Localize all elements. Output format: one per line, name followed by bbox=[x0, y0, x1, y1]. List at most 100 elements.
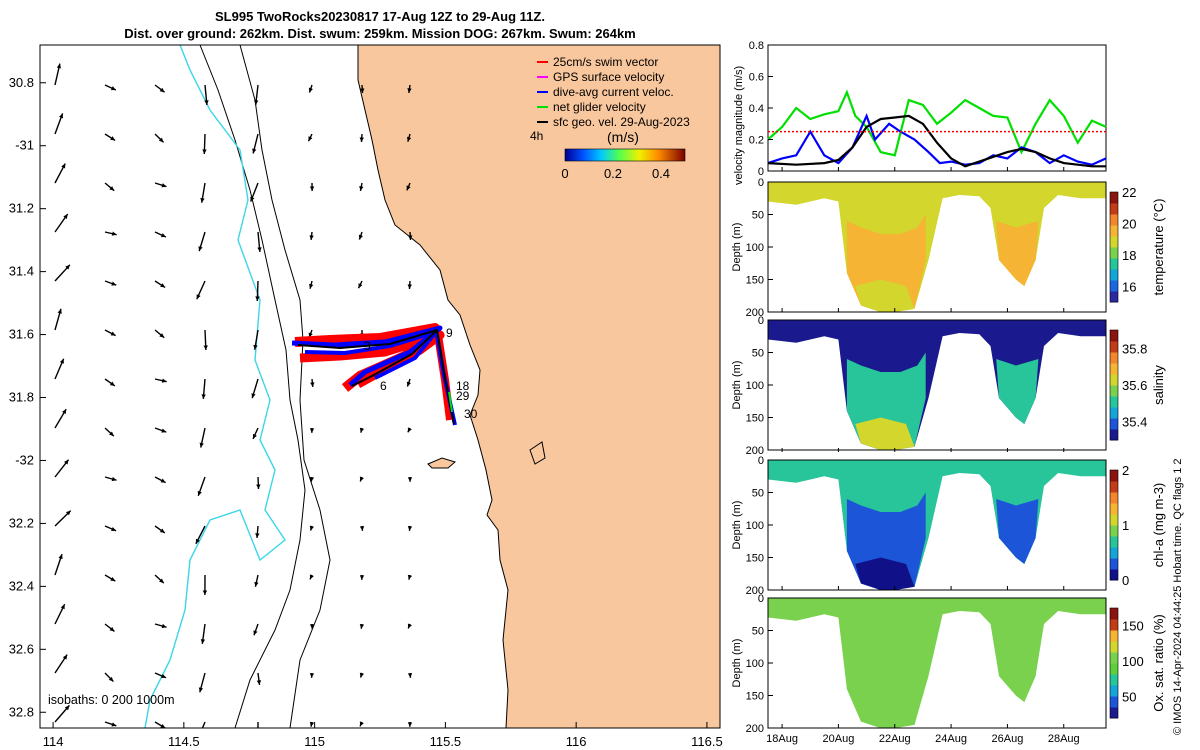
isobath-0 bbox=[239, 45, 331, 728]
depth-tick-label: 150 bbox=[746, 413, 764, 425]
legend-label: 25cm/s swim vector bbox=[553, 55, 658, 69]
track-blue-upper bbox=[291, 325, 443, 387]
velocity-arrowhead bbox=[254, 581, 259, 587]
velocity-arrowhead bbox=[200, 197, 205, 203]
depth-tick-label: 150 bbox=[746, 275, 764, 287]
colorbar-tick-label: 35.4 bbox=[1122, 415, 1147, 430]
velocity-arrowhead bbox=[255, 296, 260, 301]
colorbar-segment bbox=[1110, 374, 1118, 386]
velocity-y-tick-label: 0.8 bbox=[749, 40, 764, 52]
depth-tick-label: 200 bbox=[746, 723, 764, 735]
velocity-arrowhead bbox=[407, 88, 412, 93]
velocity-arrowhead bbox=[407, 574, 413, 580]
time-tick-label: 26Aug bbox=[992, 733, 1024, 745]
velocity-arrowhead bbox=[109, 381, 115, 386]
velocity-ylabel: velocity magnitude (m/s) bbox=[733, 66, 745, 185]
section-panel: 0 50 100 150 200 Depth (m) 16 18 20 22 temperature… bbox=[731, 177, 1166, 319]
section-deep-layer bbox=[996, 499, 1039, 564]
velocity-arrowhead bbox=[65, 510, 71, 516]
velocity-arrowhead bbox=[59, 358, 64, 364]
colorbar-tick-label: 0 bbox=[1122, 573, 1129, 588]
map-x-tick-label: 114.5 bbox=[168, 734, 200, 749]
velocity-arrowhead bbox=[64, 705, 70, 711]
velocity-arrowhead bbox=[60, 604, 65, 610]
velocity-arrowhead bbox=[257, 247, 262, 252]
colorbar-segment bbox=[1110, 418, 1118, 430]
map-y-tick-label: 31.6 bbox=[9, 327, 34, 342]
section-panel: 0 50 100 150 200 Depth (m) 50 100 150 Ox. sat. ra… bbox=[731, 593, 1166, 735]
velocity-arrowhead bbox=[309, 283, 314, 289]
velocity-arrowhead bbox=[161, 428, 167, 433]
velocity-arrowhead bbox=[252, 148, 257, 154]
velocity-arrowhead bbox=[407, 477, 413, 482]
section-deep-layer bbox=[996, 359, 1039, 424]
colorbar-segment bbox=[1110, 663, 1118, 675]
velocity-arrowhead bbox=[251, 393, 256, 399]
colorbar-tick-label: 100 bbox=[1122, 654, 1144, 669]
velocity-arrowhead bbox=[161, 183, 167, 188]
velocity-arrowhead bbox=[159, 333, 165, 338]
velocity-arrowhead bbox=[159, 528, 165, 533]
velocity-arrowhead bbox=[359, 137, 364, 142]
time-tick-label: 22Aug bbox=[879, 733, 911, 745]
velocity-arrowhead bbox=[161, 623, 167, 629]
map-y-tick-label: 32.4 bbox=[9, 578, 34, 593]
colorbar-label: salinity bbox=[1151, 365, 1166, 405]
velocity-arrowhead bbox=[256, 484, 261, 489]
velocity-arrowhead bbox=[256, 729, 260, 734]
velocity-arrowhead bbox=[110, 86, 116, 91]
velocity-arrowhead bbox=[308, 87, 313, 93]
velocity-arrowhead bbox=[254, 100, 259, 105]
colorbar-segment bbox=[1110, 569, 1118, 581]
colorbar-segment bbox=[1110, 630, 1118, 642]
velocity-arrowhead bbox=[161, 673, 167, 678]
velocity-arrowhead bbox=[108, 676, 114, 682]
time-axis: 18Aug 20Aug 22Aug 24Aug 26Aug 28Aug bbox=[766, 167, 1080, 745]
map-y-tick-label: 31.8 bbox=[9, 390, 34, 405]
track-label-30: 30 bbox=[464, 407, 478, 421]
velocity-arrowhead bbox=[309, 476, 315, 482]
velocity-arrowhead bbox=[359, 526, 365, 531]
velocity-arrowhead bbox=[61, 163, 66, 169]
velocity-arrowhead bbox=[58, 554, 63, 560]
velocity-arrowhead bbox=[196, 294, 201, 300]
depth-tick-label: 0 bbox=[758, 177, 764, 189]
velocity-arrowhead bbox=[253, 344, 258, 350]
velocity-arrowhead bbox=[201, 394, 206, 399]
colorbar-frame bbox=[1109, 469, 1119, 581]
colorbar-segment bbox=[1110, 503, 1118, 515]
velocity-arrowhead bbox=[202, 590, 208, 595]
velocity-arrowhead bbox=[407, 673, 413, 678]
map-colorbar-ticks: 0 0.2 0.4 bbox=[561, 166, 670, 181]
map-y-tick-label: -32 bbox=[15, 452, 34, 467]
depth-tick-label: 50 bbox=[752, 626, 764, 638]
colorbar-segment bbox=[1110, 258, 1118, 270]
velocity-arrowhead bbox=[111, 526, 117, 531]
velocity-line bbox=[767, 114, 1106, 168]
depth-tick-label: 0 bbox=[758, 593, 764, 605]
depth-tick-label: 100 bbox=[746, 658, 764, 670]
velocity-arrowhead bbox=[359, 476, 364, 482]
colorbar-segment bbox=[1110, 407, 1118, 419]
velocity-arrowhead bbox=[111, 722, 117, 727]
velocity-arrowhead bbox=[160, 283, 166, 288]
depth-tick-label: 100 bbox=[746, 380, 764, 392]
section-bottom-layer bbox=[855, 417, 915, 450]
colorbar-frame bbox=[1109, 191, 1119, 303]
map-y-tick-label: 32.2 bbox=[9, 515, 34, 530]
colorbar-tick-label: 35.6 bbox=[1122, 378, 1147, 393]
velocity-arrowhead bbox=[197, 490, 202, 496]
section-deep-layer bbox=[996, 637, 1039, 702]
track-label-9: 9 bbox=[446, 326, 453, 340]
depth-tick-label: 200 bbox=[746, 445, 764, 457]
colorbar-segment bbox=[1110, 280, 1118, 292]
velocity-arrowhead bbox=[65, 264, 70, 270]
velocity-arrowhead bbox=[359, 672, 364, 678]
colorbar-segment bbox=[1110, 525, 1118, 537]
chart-title-line1: SL995 TwoRocks20230817 17-Aug 12Z to 29-… bbox=[215, 9, 545, 24]
depth-ylabel: Depth (m) bbox=[731, 361, 743, 410]
velocity-arrowhead bbox=[360, 88, 365, 93]
map-colorbar-tick-label: 0.4 bbox=[652, 166, 670, 181]
depth-tick-label: 150 bbox=[746, 553, 764, 565]
